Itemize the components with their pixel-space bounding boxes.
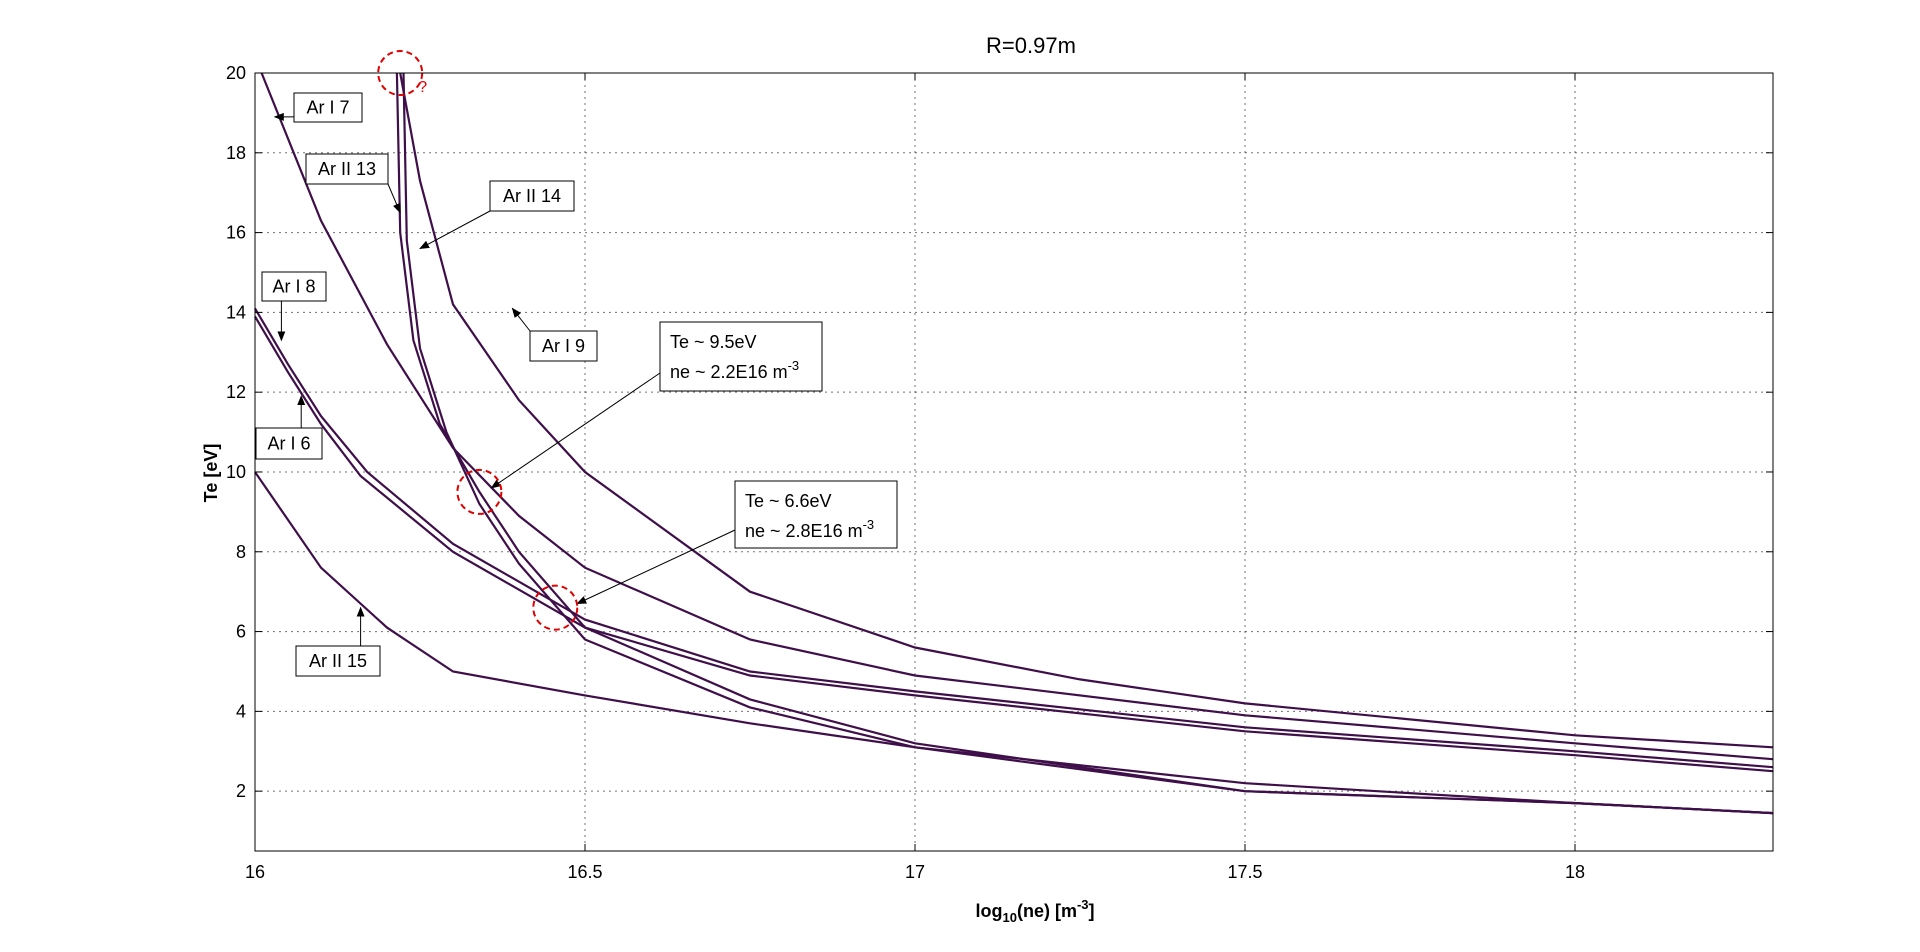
label-box bbox=[529, 330, 598, 362]
series-label-ar-i-6: Ar I 6 bbox=[255, 395, 323, 460]
x-axis-label-part2: (ne) [m bbox=[1017, 901, 1077, 921]
annotations: Te ~ 9.5eV ne ~ 2.2E16 m-3 Te ~ 6.6eV ne ~ … bbox=[490, 321, 898, 605]
x-tick-label: 16 bbox=[245, 862, 265, 882]
y-tick-label: 16 bbox=[226, 223, 246, 243]
series-label-text: Ar I 9 bbox=[542, 336, 585, 356]
series-label-text: Ar II 13 bbox=[318, 159, 376, 179]
label-box bbox=[489, 180, 575, 212]
question-mark: ? bbox=[418, 79, 427, 96]
label-arrow bbox=[419, 210, 491, 250]
series-label-ar-ii-15: Ar II 15 bbox=[295, 606, 381, 677]
y-tick-label: 8 bbox=[236, 542, 246, 562]
y-tick-label: 14 bbox=[226, 302, 246, 322]
series-line-ar-i-8 bbox=[254, 307, 1774, 769]
x-tick-label: 16.5 bbox=[567, 862, 602, 882]
series-label-text: Ar I 8 bbox=[272, 277, 315, 297]
y-tick-label: 20 bbox=[226, 63, 246, 83]
label-arrow bbox=[511, 307, 531, 332]
x-tick-label: 17.5 bbox=[1227, 862, 1262, 882]
x-axis-label-end: ] bbox=[1089, 901, 1095, 921]
series-line-ar-ii-14 bbox=[402, 72, 1774, 815]
y-axis-label: Te [eV] bbox=[201, 444, 221, 503]
series-layer bbox=[254, 72, 1774, 815]
series-line-ar-i-9 bbox=[399, 72, 1774, 749]
y-tick-label: 10 bbox=[226, 462, 246, 482]
series-label-ar-ii-13: Ar II 13 bbox=[305, 153, 401, 214]
highlight-circle bbox=[456, 468, 503, 515]
y-tick-label: 6 bbox=[236, 622, 246, 642]
label-box bbox=[305, 153, 389, 185]
x-axis-label-sup: -3 bbox=[1077, 897, 1089, 912]
series-label-text: Ar I 6 bbox=[267, 434, 310, 454]
annotation-arrow bbox=[576, 529, 736, 605]
y-tick-label: 18 bbox=[226, 143, 246, 163]
series-label-ar-i-9: Ar I 9 bbox=[511, 307, 598, 362]
annotation-arrow bbox=[490, 372, 661, 489]
label-box bbox=[261, 271, 327, 302]
x-axis-label-sub: 10 bbox=[1002, 910, 1016, 925]
annotation-te: Te ~ 9.5eV bbox=[670, 332, 757, 352]
highlight-circle bbox=[532, 584, 579, 631]
series-label-text: Ar I 7 bbox=[306, 98, 349, 118]
chart-title: R=0.97m bbox=[986, 33, 1076, 58]
grid bbox=[254, 72, 1773, 851]
annotation-point-1: Te ~ 9.5eV ne ~ 2.2E16 m-3 bbox=[490, 321, 823, 489]
annotation-point-2: Te ~ 6.6eV ne ~ 2.8E16 m-3 bbox=[576, 480, 898, 605]
label-box bbox=[295, 645, 381, 677]
y-tick-label: 4 bbox=[236, 701, 246, 721]
annotation-ne: ne ~ 2.8E16 m-3 bbox=[745, 517, 874, 541]
annotation-te: Te ~ 6.6eV bbox=[745, 491, 832, 511]
series-label-text: Ar II 14 bbox=[503, 186, 561, 206]
label-box bbox=[293, 92, 363, 123]
plot-frame bbox=[254, 72, 1774, 852]
series-label-ar-i-8: Ar I 8 bbox=[261, 271, 327, 342]
series-label-text: Ar II 15 bbox=[309, 651, 367, 671]
series-line-ar-i-7 bbox=[260, 72, 1774, 761]
label-box bbox=[255, 427, 323, 460]
series-label-ar-i-7: Ar I 7 bbox=[273, 92, 363, 123]
series-line-ar-ii-13 bbox=[395, 72, 1774, 815]
annotation-box bbox=[734, 480, 898, 549]
axis-ticks: 16 16.5 17 17.5 18 2 4 6 8 10 12 14 16 18 20 bbox=[226, 63, 1773, 882]
x-tick-label: 18 bbox=[1565, 862, 1585, 882]
x-axis-label: log10(ne) [m-3] bbox=[975, 897, 1094, 925]
annotation-ne: ne ~ 2.2E16 m-3 bbox=[670, 358, 799, 382]
series-line-ar-ii-15 bbox=[254, 471, 1774, 815]
label-arrow bbox=[387, 183, 401, 214]
annotation-box bbox=[659, 321, 823, 392]
y-tick-label: 2 bbox=[236, 781, 246, 801]
y-tick-label: 12 bbox=[226, 382, 246, 402]
series-label-ar-ii-14: Ar II 14 bbox=[419, 180, 575, 250]
series-labels: Ar I 7 Ar II 13 Ar II 14 Ar I 8 Ar I 9 Ar I 6… bbox=[255, 92, 598, 677]
x-tick-label: 17 bbox=[905, 862, 925, 882]
x-axis-label-part1: log bbox=[975, 901, 1002, 921]
